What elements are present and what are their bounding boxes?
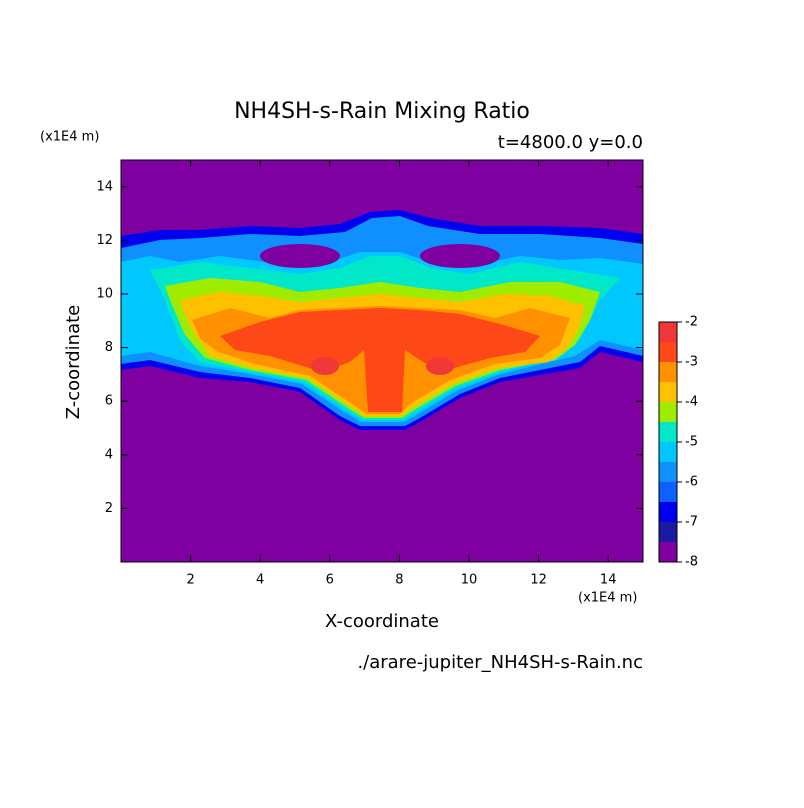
colorbar-band (659, 542, 677, 562)
y-tick-label: 10 (96, 287, 113, 302)
colorbar-band (659, 462, 677, 482)
x-axis-label: X-coordinate (325, 611, 439, 632)
colorbar-band (659, 442, 677, 462)
colorbar-band (659, 422, 677, 442)
contour-region (260, 244, 340, 268)
colorbar-band (659, 382, 677, 402)
colorbar-tick-label: -6 (685, 475, 698, 490)
x-tick-label: 4 (256, 573, 264, 588)
y-unit-label: (x1E4 m) (40, 130, 99, 145)
y-tick-label: 14 (96, 179, 113, 194)
colorbar-tick-label: -2 (685, 315, 698, 330)
contour-region (426, 357, 454, 375)
subtitle: t=4800.0 y=0.0 (498, 132, 643, 153)
colorbar-band (659, 482, 677, 502)
y-tick-label: 8 (105, 340, 113, 355)
colorbar-tick-label: -8 (685, 555, 698, 570)
contour-region (220, 308, 540, 412)
x-unit-label: (x1E4 m) (578, 591, 637, 606)
footer: ./arare-jupiter_NH4SH-s-Rain.nc (357, 652, 643, 673)
colorbar-band (659, 402, 677, 422)
colorbar-tick-label: -4 (685, 395, 698, 410)
y-tick-label: 2 (105, 501, 113, 516)
colorbar-band (659, 522, 677, 542)
y-tick-label: 12 (96, 233, 113, 248)
colorbar-band (659, 362, 677, 382)
y-axis-label: Z-coordinate (63, 305, 84, 420)
colorbar-tick-label: -5 (685, 435, 698, 450)
x-tick-label: 2 (186, 573, 194, 588)
plot-frame (120, 159, 644, 563)
y-tick-label: 6 (105, 394, 113, 409)
contour-field (121, 160, 643, 562)
x-tick-label: 6 (326, 573, 334, 588)
colorbar-band (659, 342, 677, 362)
contour-region (420, 244, 500, 268)
x-tick-label: 12 (530, 573, 547, 588)
contour-region (311, 357, 339, 375)
x-tick-label: 10 (461, 573, 478, 588)
x-tick-label: 14 (600, 573, 617, 588)
chart-title: NH4SH-s-Rain Mixing Ratio (234, 99, 530, 124)
colorbar-tick-label: -7 (685, 515, 698, 530)
colorbar-band (659, 502, 677, 522)
colorbar-band (659, 322, 677, 342)
x-tick-label: 8 (395, 573, 403, 588)
y-tick-label: 4 (105, 447, 113, 462)
colorbar-tick-label: -3 (685, 355, 698, 370)
